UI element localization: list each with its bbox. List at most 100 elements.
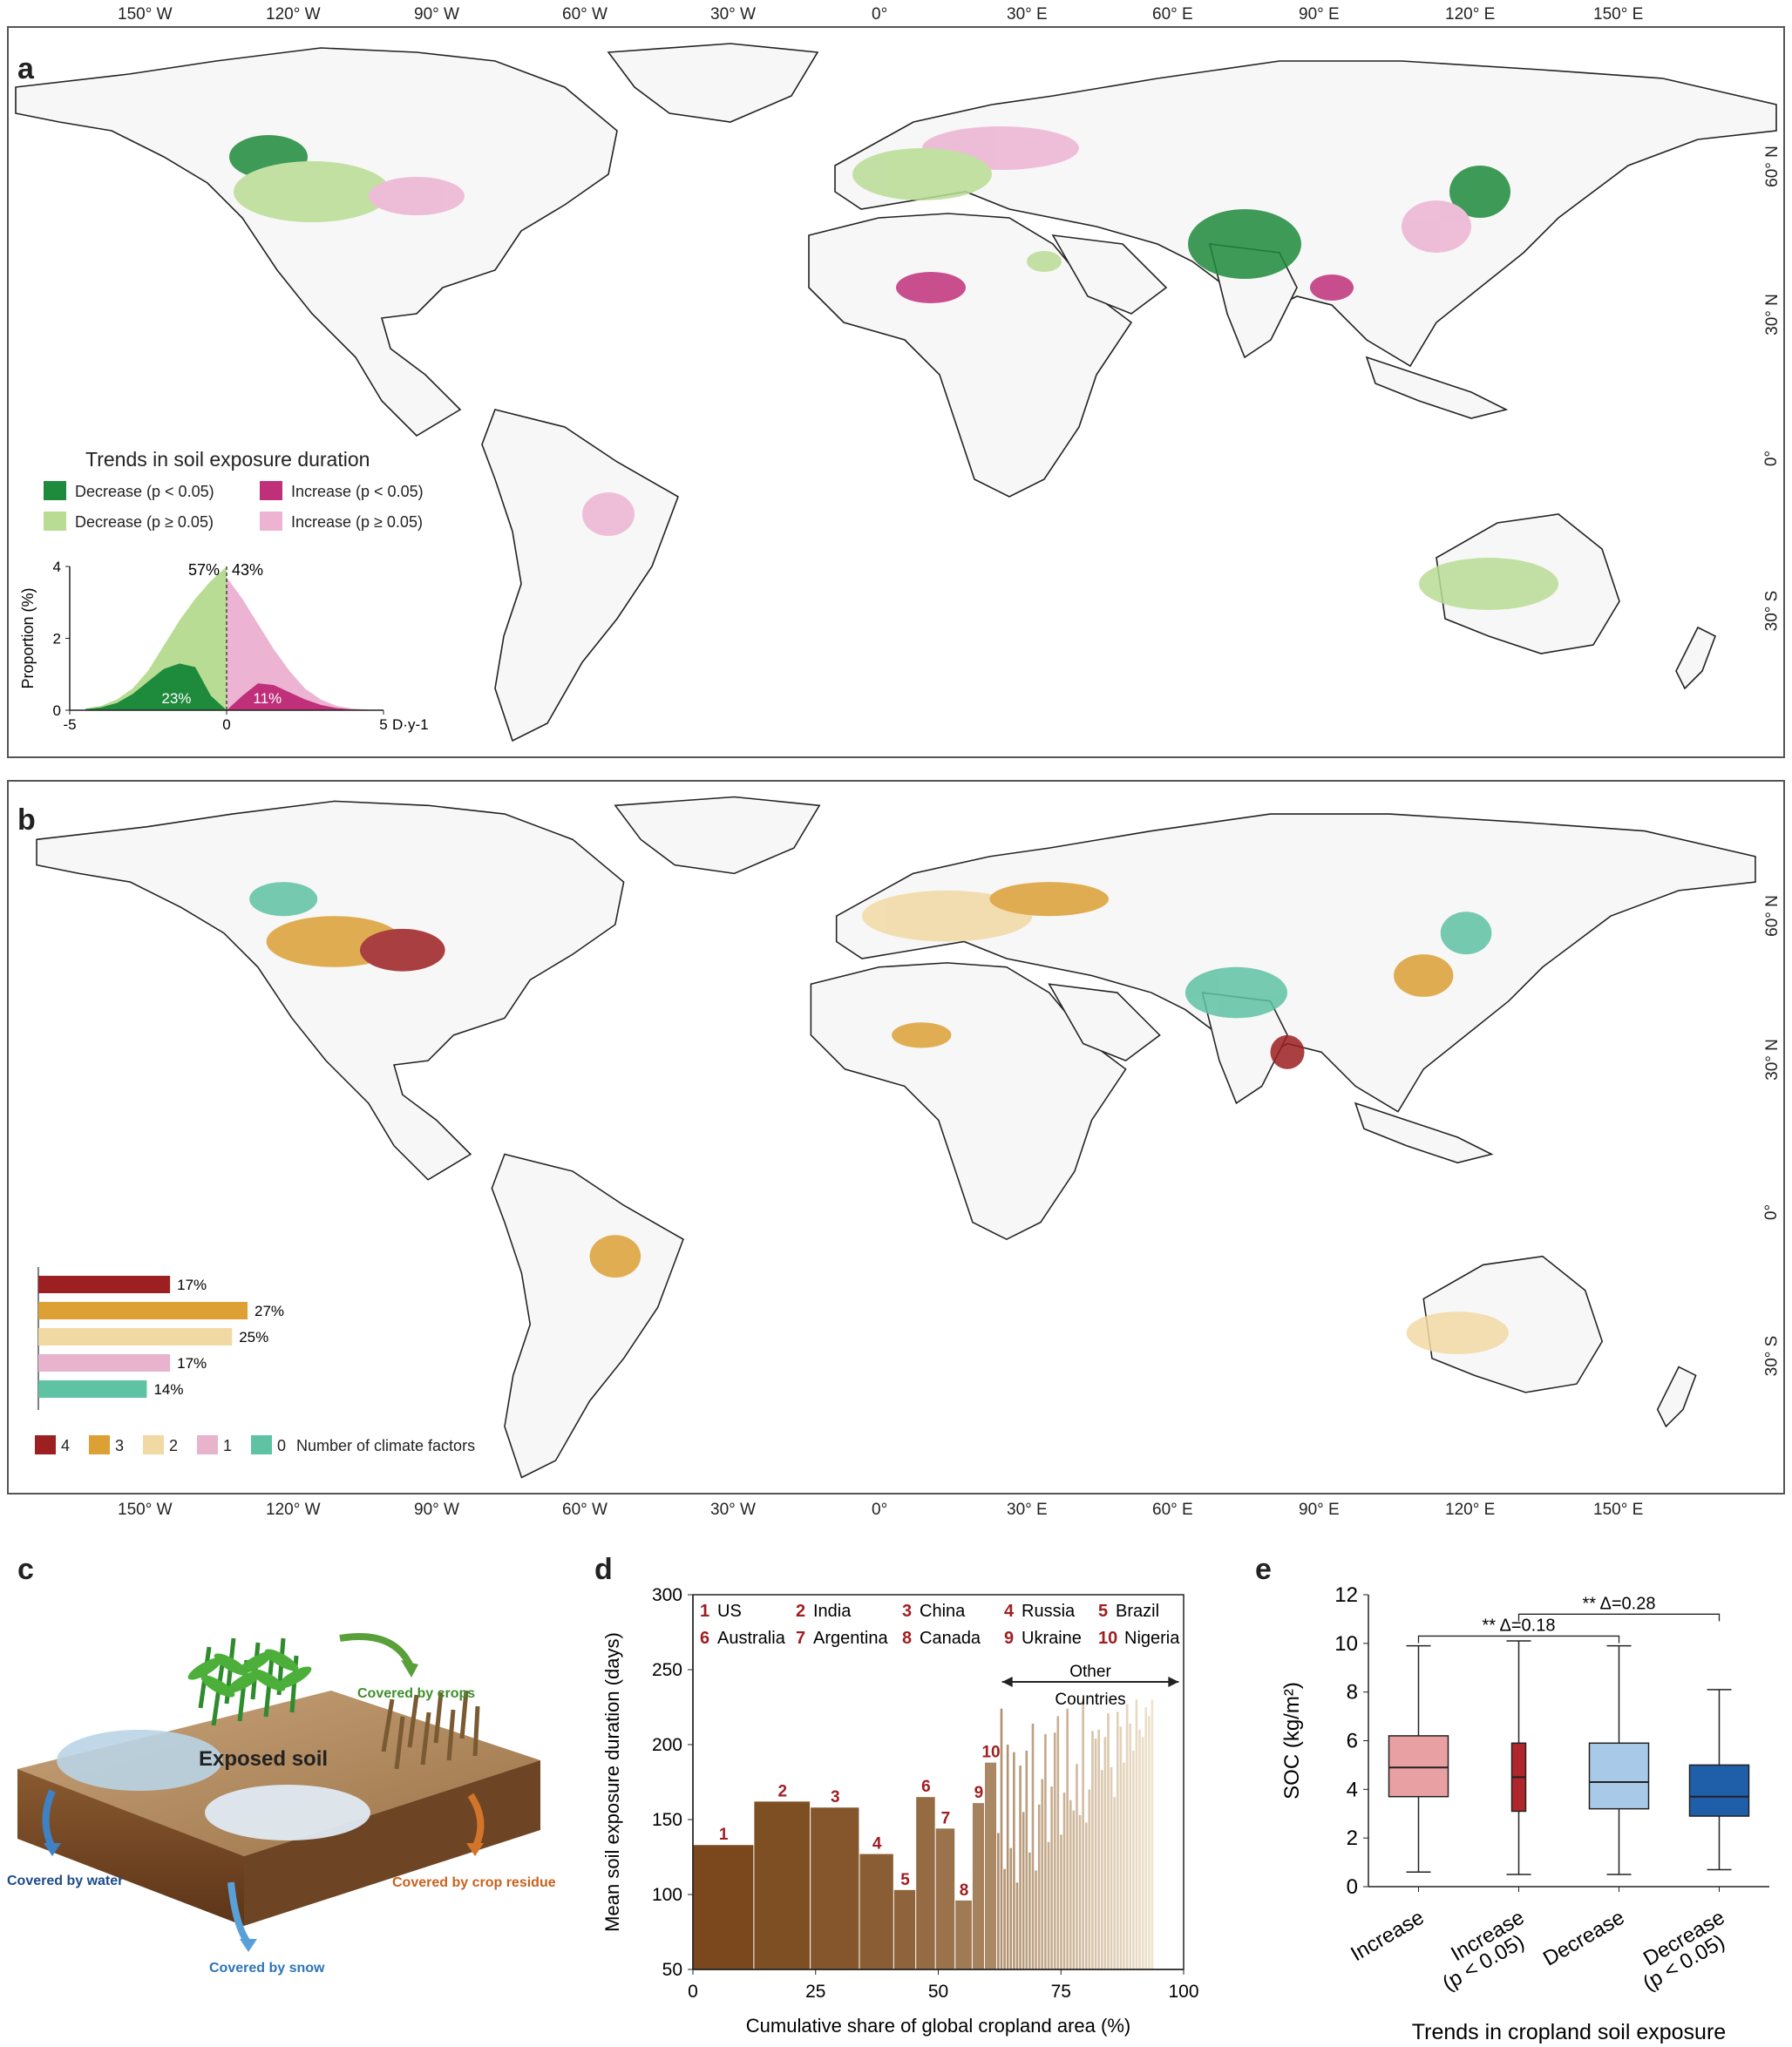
lon-ticks-top: 150° W 120° W 90° W 60° W 30° W 0° 30° E… bbox=[0, 0, 1792, 26]
other-countries-arrow-head-left bbox=[1001, 1677, 1013, 1687]
lon-tick: 0° bbox=[872, 1501, 888, 1519]
chart-d-x-tick-label: 100 bbox=[1168, 1982, 1198, 2002]
other-country-bar bbox=[1056, 1716, 1060, 1969]
lon-tick: 90° E bbox=[1299, 5, 1340, 24]
lat-tick: 0° bbox=[1762, 1203, 1782, 1221]
chart-e-y-tick-label: 6 bbox=[1347, 1730, 1358, 1753]
other-country-bar bbox=[1138, 1729, 1141, 1969]
chart-e-y-tick-label: 2 bbox=[1347, 1827, 1358, 1850]
country-legend-rank: 5 bbox=[1098, 1602, 1108, 1621]
lat-tick: 0° bbox=[1762, 450, 1782, 467]
lon-tick: 60° E bbox=[1152, 1501, 1193, 1519]
legend-label: 4 bbox=[61, 1437, 71, 1454]
lon-ticks-bottom: 150° W 120° W 90° W 60° W 30° W 0° 30° E… bbox=[0, 1499, 1792, 1525]
other-country-bar bbox=[1078, 1814, 1082, 1969]
inset-a-y-tick-label: 2 bbox=[53, 631, 61, 647]
box-body bbox=[1388, 1735, 1449, 1798]
inset-b-value-label: 17% bbox=[177, 1277, 207, 1293]
country-rank-label: 9 bbox=[974, 1784, 984, 1802]
lat-tick: 60° N bbox=[1762, 146, 1782, 187]
box-body bbox=[1688, 1764, 1750, 1817]
continent-outlines-a bbox=[15, 43, 1777, 742]
snow-arrow-head bbox=[240, 1939, 257, 1952]
legend-label: 1 bbox=[223, 1437, 233, 1454]
inset-a-area bbox=[85, 663, 227, 710]
lon-tick: 60° W bbox=[562, 5, 608, 24]
other-country-bar bbox=[1003, 1868, 1006, 1969]
country-legend-rank: 10 bbox=[1098, 1629, 1117, 1648]
country-legend-name: Russia bbox=[1022, 1602, 1076, 1621]
legend-a: Trends in soil exposure duration Decreas… bbox=[26, 444, 479, 540]
chart-d-y-tick-label: 300 bbox=[652, 1585, 682, 1605]
other-country-bar bbox=[1013, 1752, 1015, 1969]
legend-swatch bbox=[197, 1435, 218, 1454]
other-country-bar bbox=[1076, 1764, 1078, 1969]
inset-b-bar bbox=[38, 1380, 147, 1398]
lon-tick: 150° W bbox=[118, 1501, 173, 1519]
inset-a-x-tick-label: 5 bbox=[379, 716, 387, 733]
other-country-bar bbox=[1082, 1699, 1084, 1969]
country-rank-label: 7 bbox=[941, 1809, 951, 1827]
snow-patch bbox=[205, 1785, 370, 1840]
other-country-bar bbox=[1113, 1797, 1116, 1969]
chart-d-x-label: Cumulative share of global cropland area… bbox=[746, 2015, 1130, 2037]
other-country-bar bbox=[1041, 1779, 1044, 1969]
box-body bbox=[1588, 1742, 1650, 1810]
chart-d-x-tick-label: 0 bbox=[688, 1982, 698, 2002]
chart-e-y-tick-label: 10 bbox=[1334, 1632, 1358, 1656]
country-rank-label: 1 bbox=[719, 1826, 729, 1844]
legend-caption: Number of climate factors bbox=[296, 1437, 476, 1454]
inset-a-x-tick-label: -5 bbox=[63, 716, 76, 733]
country-rank-label: 3 bbox=[831, 1788, 840, 1806]
other-country-bar bbox=[1015, 1882, 1019, 1969]
country-bar bbox=[916, 1797, 935, 1969]
lon-tick: 120° W bbox=[266, 1501, 321, 1519]
panel-label-e: e bbox=[1255, 1553, 1272, 1586]
crop-residue bbox=[381, 1690, 480, 1770]
country-bar bbox=[811, 1807, 859, 1969]
chart-d-y-tick-label: 250 bbox=[652, 1660, 682, 1680]
lon-tick: 90° W bbox=[414, 1501, 459, 1519]
other-country-bar bbox=[1119, 1726, 1123, 1969]
other-country-bar bbox=[1110, 1766, 1113, 1969]
label-exposed-soil: Exposed soil bbox=[199, 1747, 329, 1771]
label-covered-by-crops: Covered by crops bbox=[357, 1686, 476, 1701]
other-country-bar bbox=[1044, 1733, 1047, 1969]
other-country-bar bbox=[1129, 1723, 1131, 1969]
other-countries-label: Countries bbox=[1055, 1691, 1125, 1709]
lon-tick: 30° W bbox=[710, 1501, 756, 1519]
inset-chart-b: 17% 27% 25% 17% 14% bbox=[37, 1267, 284, 1410]
other-country-bar bbox=[1009, 1847, 1013, 1969]
crops-arrow-head bbox=[401, 1660, 418, 1678]
lon-tick: 150° W bbox=[118, 5, 173, 24]
other-country-bar bbox=[1103, 1737, 1107, 1969]
country-legend-name: Canada bbox=[920, 1629, 981, 1648]
inset-a-x-tick-label: 0 bbox=[222, 716, 230, 733]
other-country-bar bbox=[1028, 1852, 1031, 1969]
panel-label-b: b bbox=[17, 803, 36, 837]
chart-d-x-tick-label: 25 bbox=[805, 1982, 825, 2002]
inset-b-bar bbox=[38, 1328, 233, 1345]
legend-swatch bbox=[260, 481, 282, 500]
chart-e-category-label: Decrease bbox=[1539, 1906, 1628, 1971]
country-rank-label: 2 bbox=[777, 1782, 787, 1800]
other-country-bar bbox=[1088, 1789, 1091, 1969]
lat-tick: 30° N bbox=[1762, 294, 1782, 336]
legend-label: Increase (p < 0.05) bbox=[291, 483, 424, 500]
chart-e-x-label: Trends in cropland soil exposure bbox=[1412, 2020, 1726, 2044]
country-rank-label: 6 bbox=[921, 1778, 931, 1796]
legend-swatch bbox=[260, 512, 282, 531]
soil-illustration bbox=[17, 1633, 540, 1952]
lon-tick: 120° E bbox=[1445, 5, 1496, 24]
legend-label: Increase (p ≥ 0.05) bbox=[291, 513, 423, 531]
other-country-bar bbox=[1035, 1870, 1037, 1969]
water-arrow-head bbox=[44, 1843, 61, 1856]
inset-a-area bbox=[227, 683, 368, 710]
country-legend-name: Australia bbox=[717, 1629, 786, 1648]
legend-swatch bbox=[143, 1435, 164, 1454]
other-country-bar bbox=[1025, 1750, 1028, 1969]
other-country-bar bbox=[1000, 1708, 1003, 1969]
other-countries-arrow-head-right bbox=[1168, 1677, 1179, 1687]
country-bar bbox=[754, 1801, 811, 1969]
